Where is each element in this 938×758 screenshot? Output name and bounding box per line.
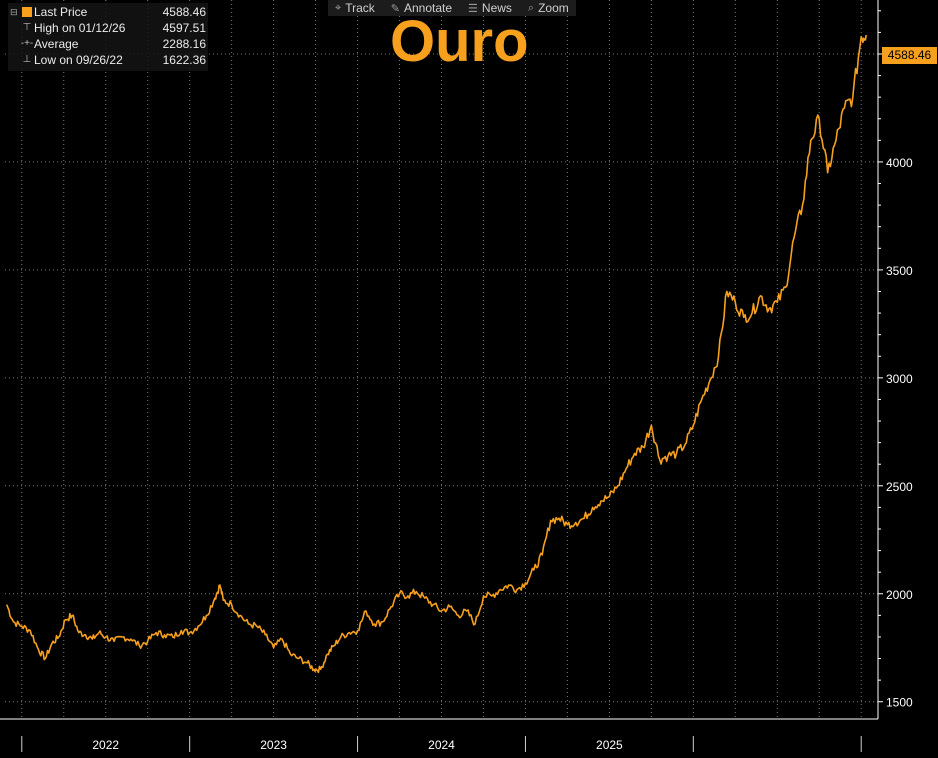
legend-row-last-price[interactable]: ⊟ Last Price 4588.46 (10, 4, 206, 20)
legend-value: 1622.36 (162, 53, 206, 67)
news-icon: ☰ (468, 2, 478, 15)
y-tick-label: 4000 (886, 156, 913, 170)
pencil-icon: ✎ (390, 2, 400, 15)
axis-lines (0, 0, 883, 752)
chart-toolbar: ⌖ Track ✎ Annotate ☰ News ⌕ Zoom (328, 0, 576, 16)
news-button-label: News (481, 1, 512, 15)
gold-price-series-line (5, 34, 867, 674)
collapse-icon[interactable]: ⊟ (10, 7, 18, 17)
legend-label: Last Price (34, 5, 88, 19)
x-tick-label: 2024 (428, 738, 455, 752)
chart-legend: ⊟ Last Price 4588.46 ⊤ High on 01/12/26 … (8, 3, 208, 71)
annotate-button[interactable]: ✎ Annotate (383, 0, 460, 16)
legend-value: 4597.51 (162, 21, 206, 35)
y-tick-label: 1500 (886, 696, 913, 710)
legend-label: Average (34, 37, 79, 51)
y-tick-label: 2000 (886, 588, 913, 602)
average-marker-icon: -+- (20, 38, 34, 49)
x-axis-tick-labels: 20212022202320242025 (92, 738, 623, 752)
legend-label: Low on 09/26/22 (34, 53, 123, 67)
crosshair-icon: ⌖ (335, 1, 342, 14)
x-tick-label: 2023 (260, 738, 287, 752)
grid-lines (5, 0, 878, 719)
series-color-swatch (22, 7, 32, 17)
track-button[interactable]: ⌖ Track (328, 0, 382, 16)
legend-value: 4588.46 (162, 5, 206, 19)
zoom-button-label: Zoom (538, 1, 569, 15)
legend-row-high: ⊤ High on 01/12/26 4597.51 (10, 20, 206, 36)
track-button-label: Track (345, 1, 375, 15)
y-tick-label: 3000 (886, 372, 913, 386)
y-tick-label: 3500 (886, 264, 913, 278)
high-marker-icon: ⊤ (22, 22, 32, 33)
zoom-icon: ⌕ (527, 1, 535, 14)
annotate-button-label: Annotate (403, 1, 453, 15)
chart-title: Ouro (390, 9, 529, 74)
legend-label: High on 01/12/26 (34, 21, 126, 35)
zoom-button[interactable]: ⌕ Zoom (520, 0, 576, 16)
legend-row-low: ⊥ Low on 09/26/22 1622.36 (10, 52, 206, 68)
news-button[interactable]: ☰ News (461, 0, 519, 16)
y-tick-label: 2500 (886, 480, 913, 494)
y-axis-tick-labels: 1500200025003000350040004500 (886, 48, 913, 710)
legend-row-average: -+- Average 2288.16 (10, 36, 206, 52)
legend-value: 2288.16 (162, 37, 206, 51)
x-tick-label: 2025 (596, 738, 623, 752)
x-tick-label: 2022 (92, 738, 119, 752)
last-price-badge: 4588.46 (882, 47, 937, 64)
low-marker-icon: ⊥ (22, 54, 32, 65)
